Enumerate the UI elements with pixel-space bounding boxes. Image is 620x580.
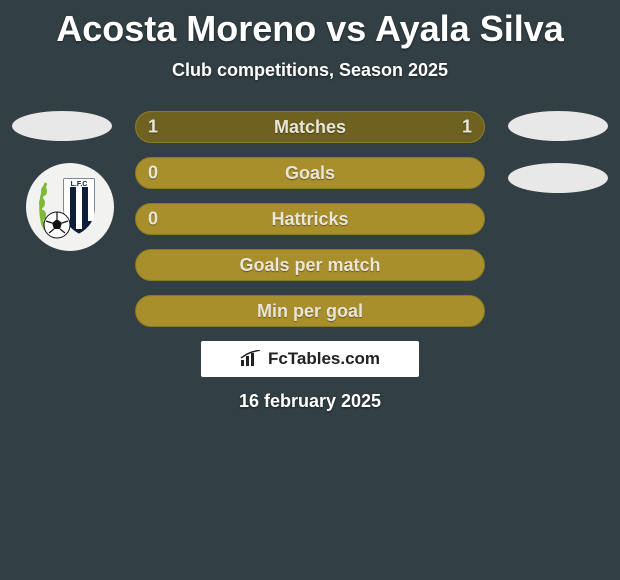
stat-label: Matches [274, 117, 346, 138]
snapshot-date: 16 february 2025 [0, 391, 620, 412]
stat-label: Min per goal [257, 301, 363, 322]
watermark-text: FcTables.com [268, 349, 380, 369]
stat-value-left: 0 [148, 209, 158, 230]
stat-row: 0 Goals [135, 157, 485, 189]
stat-row: 0 Hattricks [135, 203, 485, 235]
stat-value-right: 1 [462, 117, 472, 138]
page-subtitle: Club competitions, Season 2025 [0, 60, 620, 81]
stat-row: Min per goal [135, 295, 485, 327]
stat-value-left: 1 [148, 117, 158, 138]
barchart-icon [240, 350, 262, 368]
player-left-logo-placeholder [12, 111, 112, 141]
svg-text:L.F.C: L.F.C [71, 181, 88, 188]
stat-label: Hattricks [271, 209, 348, 230]
club-badge: L.F.C [26, 163, 114, 251]
comparison-panel: L.F.C 1 Matches 1 0 Goals 0 Hattricks Goals per… [0, 111, 620, 412]
shield-icon: L.F.C [34, 171, 106, 243]
page-title: Acosta Moreno vs Ayala Silva [0, 0, 620, 50]
stat-row: 1 Matches 1 [135, 111, 485, 143]
player-right-logo-placeholder-1 [508, 111, 608, 141]
stat-rows: 1 Matches 1 0 Goals 0 Hattricks Goals per match… [135, 111, 485, 327]
stat-label: Goals [285, 163, 335, 184]
watermark-badge: FcTables.com [201, 341, 419, 377]
stat-row: Goals per match [135, 249, 485, 281]
stat-value-left: 0 [148, 163, 158, 184]
player-right-logo-placeholder-2 [508, 163, 608, 193]
stat-label: Goals per match [239, 255, 380, 276]
